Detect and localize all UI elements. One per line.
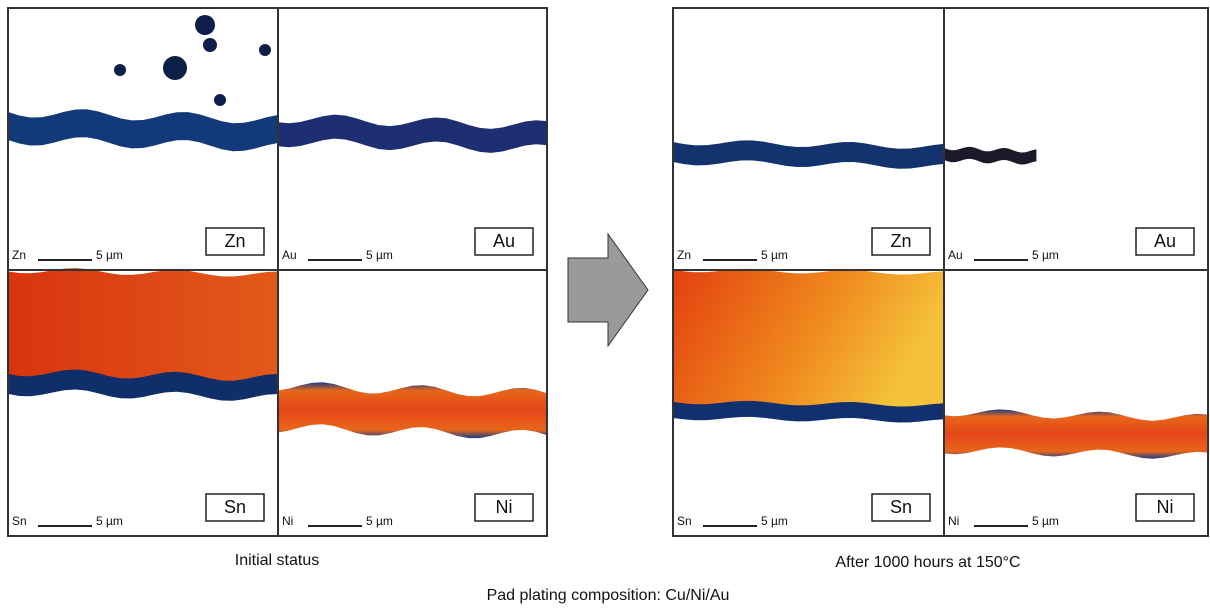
scale-text: 5 µm (1032, 514, 1059, 528)
element-label: Ni (496, 497, 513, 517)
element-box (474, 493, 534, 522)
band (673, 140, 944, 169)
scale-element: Sn (677, 514, 692, 528)
spot (214, 94, 226, 106)
map-border (943, 269, 1209, 537)
band (8, 109, 278, 152)
scale-text: 5 µm (366, 514, 393, 528)
scale-text: 5 µm (366, 248, 393, 262)
element-box (205, 227, 265, 256)
fill (8, 268, 278, 382)
element-box (871, 227, 931, 256)
band (278, 382, 547, 439)
scale-element: Au (282, 248, 297, 262)
scale-element: Au (948, 248, 963, 262)
caption: Initial status (235, 552, 319, 569)
map-border (277, 269, 548, 537)
element-box (474, 227, 534, 256)
map-cell (673, 8, 944, 270)
element-label: Zn (224, 231, 245, 251)
band (8, 369, 278, 401)
footer: Pad plating composition: Cu/Ni/Au (487, 587, 730, 604)
map-cell (944, 270, 1208, 536)
band (278, 114, 547, 153)
scale-element: Zn (12, 248, 26, 262)
element-box (1135, 493, 1195, 522)
element-label: Au (1154, 231, 1176, 251)
band (673, 400, 944, 423)
scale-text: 5 µm (1032, 248, 1059, 262)
element-box (205, 493, 265, 522)
band (944, 146, 1037, 165)
element-label: Sn (224, 497, 246, 517)
caption: After 1000 hours at 150°C (835, 554, 1020, 571)
element-box (1135, 227, 1195, 256)
scale-text: 5 µm (96, 248, 123, 262)
spot (163, 56, 187, 80)
spot (203, 38, 217, 52)
fill (673, 268, 944, 410)
scale-element: Zn (677, 248, 691, 262)
element-label: Ni (1157, 497, 1174, 517)
scale-text: 5 µm (761, 514, 788, 528)
spot (195, 15, 215, 35)
element-label: Sn (890, 497, 912, 517)
scale-text: 5 µm (96, 514, 123, 528)
element-label: Zn (890, 231, 911, 251)
scale-element: Ni (948, 514, 959, 528)
scale-text: 5 µm (761, 248, 788, 262)
spot (114, 64, 126, 76)
band (944, 409, 1208, 459)
arrow (567, 232, 649, 348)
spot (259, 44, 271, 56)
element-label: Au (493, 231, 515, 251)
element-box (871, 493, 931, 522)
scale-element: Sn (12, 514, 27, 528)
scale-element: Ni (282, 514, 293, 528)
map-cell (944, 8, 1208, 270)
